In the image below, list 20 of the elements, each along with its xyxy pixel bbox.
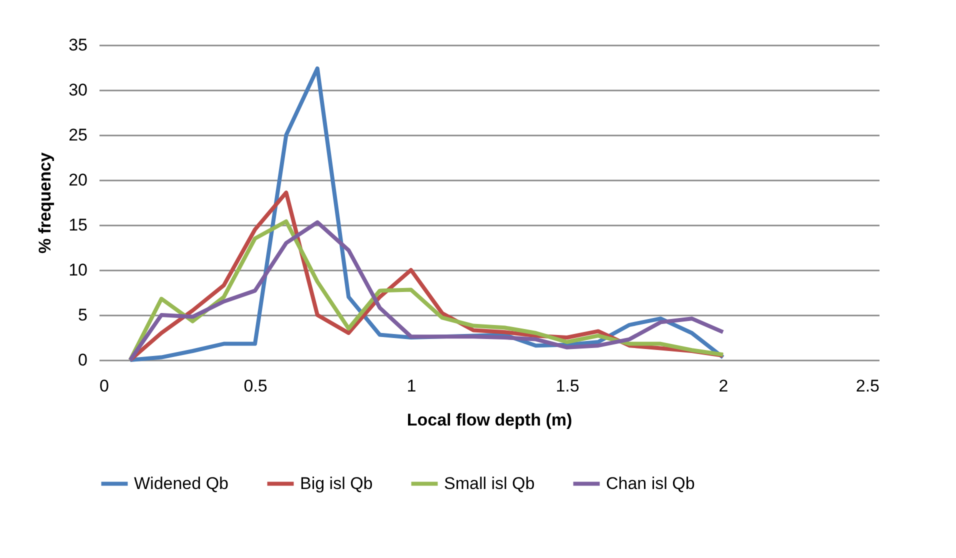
y-tick-label: 30 [68, 80, 88, 100]
y-tick-label: 5 [78, 306, 88, 324]
x-tick-label: 0 [100, 376, 109, 396]
x-tick-label: 1.5 [556, 376, 580, 396]
x-tick-label: 0.5 [244, 376, 268, 396]
legend-label: Widened Qb [134, 474, 228, 493]
y-tick-label: 25 [68, 126, 88, 144]
y-tick-label: 10 [68, 260, 88, 280]
x-axis-title: Local flow depth (m) [406, 410, 572, 430]
legend-label: Big isl Qb [300, 474, 373, 493]
x-tick-label: 2.5 [856, 376, 880, 396]
legend-label: Chan isl Qb [606, 474, 695, 493]
y-tick-label: 0 [78, 350, 88, 370]
y-axis-title: % frequency [36, 152, 55, 254]
x-tick-label: 1 [406, 376, 416, 396]
y-tick-label: 35 [68, 36, 88, 54]
y-tick-label: 15 [68, 216, 88, 234]
y-tick-label: 20 [68, 170, 88, 190]
x-tick-label: 2 [718, 376, 728, 396]
legend-label: Small isl Qb [444, 474, 535, 493]
